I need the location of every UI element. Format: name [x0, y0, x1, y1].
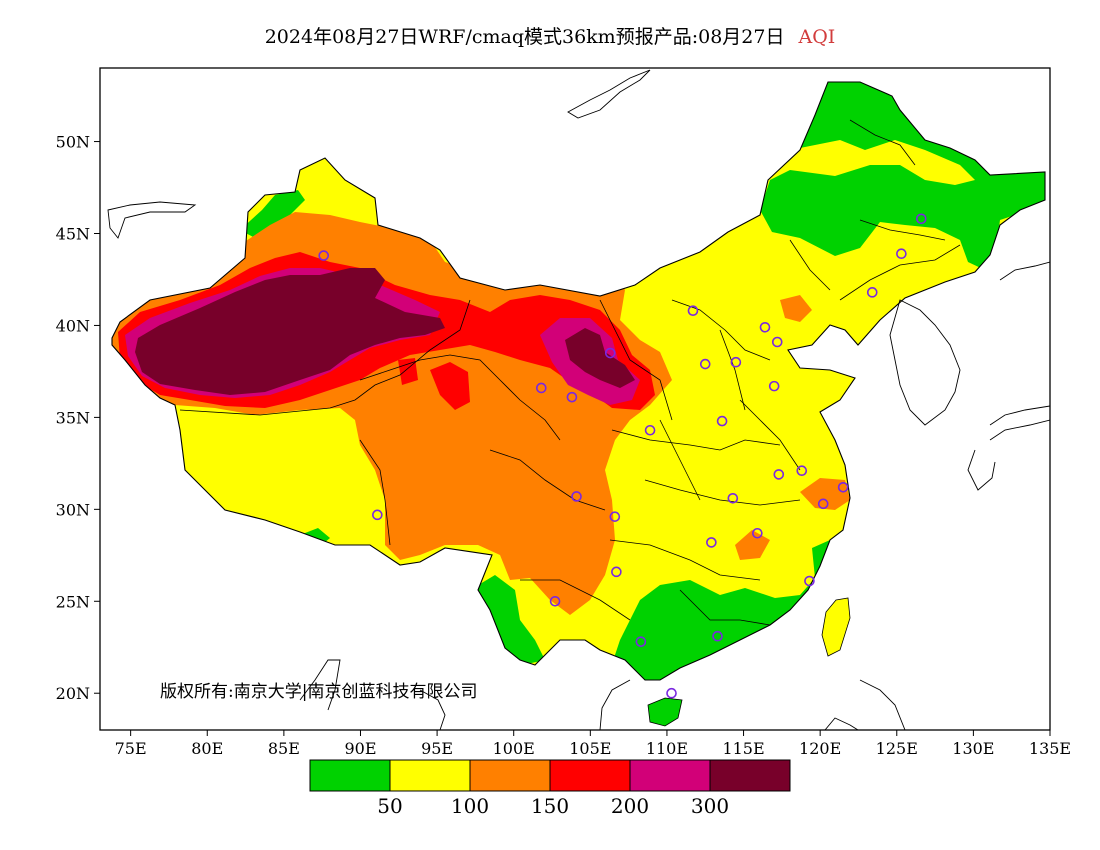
city-marker — [699, 358, 711, 370]
lon-tick-label: 105E — [569, 739, 611, 758]
lat-tick-label: 45N — [56, 225, 90, 244]
city-marker — [915, 213, 927, 225]
aqi-red-spot-2 — [398, 358, 418, 385]
title-main: 2024年08月27日WRF/cmaq模式36km预报产品:08月27日 — [264, 26, 785, 48]
lat-tick-label: 20N — [56, 684, 90, 703]
city-marker — [771, 336, 783, 348]
map-title: 2024年08月27日WRF/cmaq模式36km预报产品:08月27日 AQI — [0, 22, 1100, 49]
lat-tick-label: 40N — [56, 316, 90, 335]
city-marker — [535, 382, 547, 394]
province-boundaries — [179, 119, 961, 626]
legend-swatch — [469, 759, 551, 792]
lon-tick-label: 135E — [1029, 739, 1071, 758]
aqi-red-spot-1 — [430, 362, 470, 410]
legend-swatch — [549, 759, 631, 792]
city-marker — [566, 391, 578, 403]
legend-swatch — [629, 759, 711, 792]
city-marker — [796, 465, 808, 477]
legend-label: 50 — [377, 794, 402, 818]
legend-swatch — [389, 759, 471, 792]
lon-tick-label: 130E — [952, 739, 994, 758]
legend-label: 200 — [611, 794, 649, 818]
legend-label: 150 — [531, 794, 569, 818]
city-markers — [318, 213, 927, 699]
city-marker — [768, 380, 780, 392]
taiwan-island — [821, 597, 851, 657]
city-marker — [817, 498, 829, 510]
lon-tick-label: 125E — [876, 739, 918, 758]
lon-tick-label: 90E — [344, 739, 376, 758]
city-marker — [644, 424, 656, 436]
longitude-axis: 75E 80E 85E 90E 95E 100E 105E 110E 115E 120E 125E 1… — [115, 730, 1071, 758]
aqi-orange-hubei — [735, 530, 770, 560]
city-marker — [372, 509, 383, 521]
china-border — [111, 81, 1046, 681]
lon-tick-label: 110E — [646, 739, 688, 758]
legend-swatch — [309, 759, 391, 792]
aqi-green-west — [240, 190, 305, 238]
aqi-darkred-tarim — [135, 268, 445, 395]
city-marker — [759, 321, 771, 333]
latitude-axis: 20N 25N 30N 35N 40N 45N 50N — [56, 133, 100, 703]
map-frame — [99, 67, 1051, 731]
city-marker — [837, 481, 849, 493]
lon-tick-label: 75E — [115, 739, 147, 758]
aqi-legend: 50 100 150 200 300 — [309, 759, 791, 818]
city-marker — [730, 356, 742, 368]
lon-tick-label: 120E — [799, 739, 841, 758]
coastlines — [107, 69, 1050, 730]
city-marker — [635, 636, 647, 648]
city-marker — [773, 469, 785, 480]
city-marker — [804, 575, 815, 587]
city-marker — [716, 415, 728, 427]
lat-tick-label: 30N — [56, 500, 90, 519]
city-marker — [752, 527, 763, 539]
city-marker — [549, 595, 561, 607]
lon-tick-label: 80E — [191, 739, 223, 758]
legend-label: 100 — [451, 794, 489, 818]
lat-tick-label: 35N — [56, 408, 90, 427]
lon-tick-label: 95E — [421, 739, 453, 758]
city-marker — [609, 511, 621, 522]
city-marker — [318, 250, 330, 261]
city-marker — [666, 687, 677, 699]
city-marker — [866, 287, 878, 298]
lat-tick-label: 50N — [56, 133, 90, 152]
city-marker — [712, 630, 723, 642]
aqi-fill-layer — [112, 82, 1045, 680]
city-marker — [571, 491, 582, 502]
city-marker — [706, 537, 717, 548]
lon-tick-label: 85E — [268, 739, 300, 758]
lon-tick-label: 100E — [493, 739, 535, 758]
city-marker — [604, 347, 616, 359]
city-marker — [727, 492, 739, 504]
aqi-orange-east — [800, 478, 850, 510]
city-marker — [611, 566, 622, 578]
aqi-orange-bohai — [780, 295, 812, 322]
copyright-text: 版权所有:南京大学|南京创蓝科技有限公司 — [160, 682, 477, 702]
city-marker — [896, 248, 907, 260]
hainan-island — [647, 697, 683, 727]
legend-swatch — [709, 759, 791, 792]
title-aqi-label: AQI — [798, 26, 836, 48]
city-marker — [687, 305, 699, 317]
aqi-darkred-ningxia — [565, 328, 635, 388]
legend-label: 300 — [691, 794, 729, 818]
lat-tick-label: 25N — [56, 592, 90, 611]
lon-tick-label: 115E — [722, 739, 764, 758]
